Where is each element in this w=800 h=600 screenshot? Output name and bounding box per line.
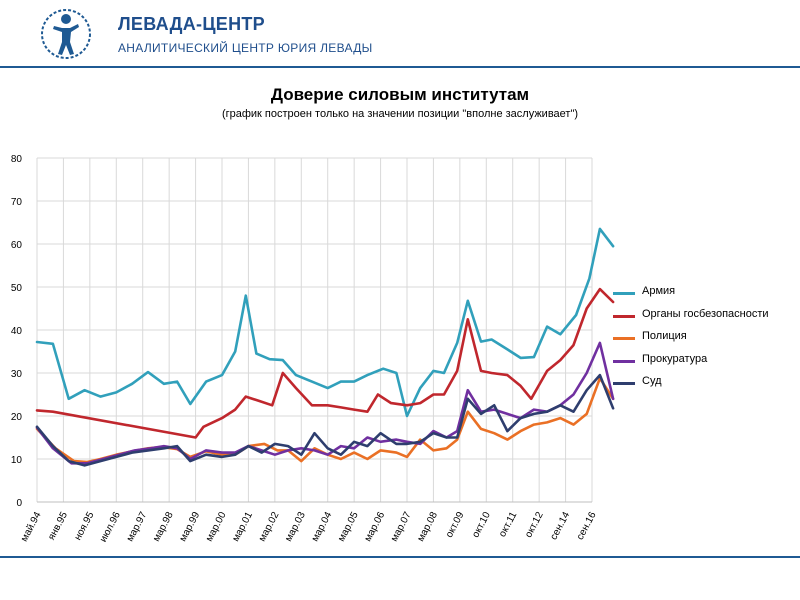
legend-swatch bbox=[613, 382, 635, 385]
x-tick-label: мар.01 bbox=[230, 510, 255, 544]
x-tick-label: мар.04 bbox=[310, 510, 335, 544]
legend-item: Полиция bbox=[613, 330, 798, 353]
y-tick-label: 80 bbox=[11, 154, 23, 165]
x-tick-label: ноя.95 bbox=[73, 510, 97, 542]
x-tick-label: сен.14 bbox=[548, 510, 572, 542]
chart-subtitle: (график построен только на значении пози… bbox=[221, 108, 579, 120]
x-tick-label: мар.98 bbox=[151, 510, 176, 544]
x-tick-label: мар.02 bbox=[257, 510, 282, 544]
x-tick-label: мар.99 bbox=[178, 510, 203, 544]
x-tick-label: мар.08 bbox=[415, 510, 440, 544]
x-tick-label: сен.16 bbox=[575, 510, 599, 542]
y-tick-label: 30 bbox=[11, 369, 23, 380]
series-line-органы-госбезопасности bbox=[35, 287, 615, 439]
x-tick-label: мар.05 bbox=[336, 510, 361, 544]
legend-label: Полиция bbox=[642, 330, 687, 342]
series-line-суд bbox=[35, 373, 615, 467]
x-tick-label: мар.00 bbox=[204, 510, 229, 544]
org-subtitle: АНАЛИТИЧЕСКИЙ ЦЕНТР ЮРИЯ ЛЕВАДЫ bbox=[118, 41, 373, 55]
series-line-армия bbox=[35, 227, 615, 418]
chart-title: Доверие силовым институтам bbox=[270, 85, 530, 104]
org-name: ЛЕВАДА-ЦЕНТР bbox=[118, 14, 265, 34]
y-tick-label: 0 bbox=[16, 498, 22, 509]
x-tick-label: мар.06 bbox=[363, 510, 388, 544]
legend-swatch bbox=[613, 314, 635, 318]
x-tick-label: мар.07 bbox=[389, 510, 414, 544]
series-line-полиция bbox=[35, 376, 615, 464]
legend-label: Органы госбезопасности bbox=[642, 307, 769, 320]
x-tick-label: окт.11 bbox=[497, 510, 519, 539]
x-tick-label: мар.97 bbox=[125, 510, 150, 544]
legend-label: Прокуратура bbox=[642, 352, 708, 365]
footer-divider bbox=[0, 556, 800, 558]
levada-logo-icon bbox=[41, 9, 91, 59]
chart-legend: Армия Органы госбезопасности Полиция Прокур… bbox=[613, 285, 798, 398]
legend-item: Армия bbox=[613, 285, 798, 308]
x-tick-label: окт.12 bbox=[523, 510, 546, 540]
y-tick-label: 50 bbox=[11, 283, 23, 294]
y-tick-label: 20 bbox=[11, 412, 23, 423]
y-tick-label: 10 bbox=[11, 455, 23, 466]
legend-swatch bbox=[613, 292, 635, 295]
x-tick-label: май.94 bbox=[19, 510, 44, 544]
x-tick-label: окт.10 bbox=[470, 510, 493, 540]
header: ЛЕВАДА-ЦЕНТР АНАЛИТИЧЕСКИЙ ЦЕНТР ЮРИЯ ЛЕ… bbox=[0, 0, 800, 68]
x-tick-label: июл.96 bbox=[98, 510, 123, 544]
legend-label: Армия bbox=[642, 285, 676, 297]
x-tick-label: мар.03 bbox=[283, 510, 308, 544]
legend-swatch bbox=[613, 337, 635, 340]
x-tick-label: окт.09 bbox=[444, 510, 467, 540]
legend-item: Органы госбезопасности bbox=[613, 308, 798, 331]
legend-item: Прокуратура bbox=[613, 353, 798, 376]
legend-item: Суд bbox=[613, 375, 798, 398]
legend-swatch bbox=[613, 359, 635, 363]
y-tick-label: 40 bbox=[11, 326, 23, 337]
y-tick-label: 70 bbox=[11, 197, 23, 208]
x-tick-label: янв.95 bbox=[46, 510, 70, 542]
legend-label: Суд bbox=[642, 375, 662, 387]
y-tick-label: 60 bbox=[11, 240, 23, 251]
